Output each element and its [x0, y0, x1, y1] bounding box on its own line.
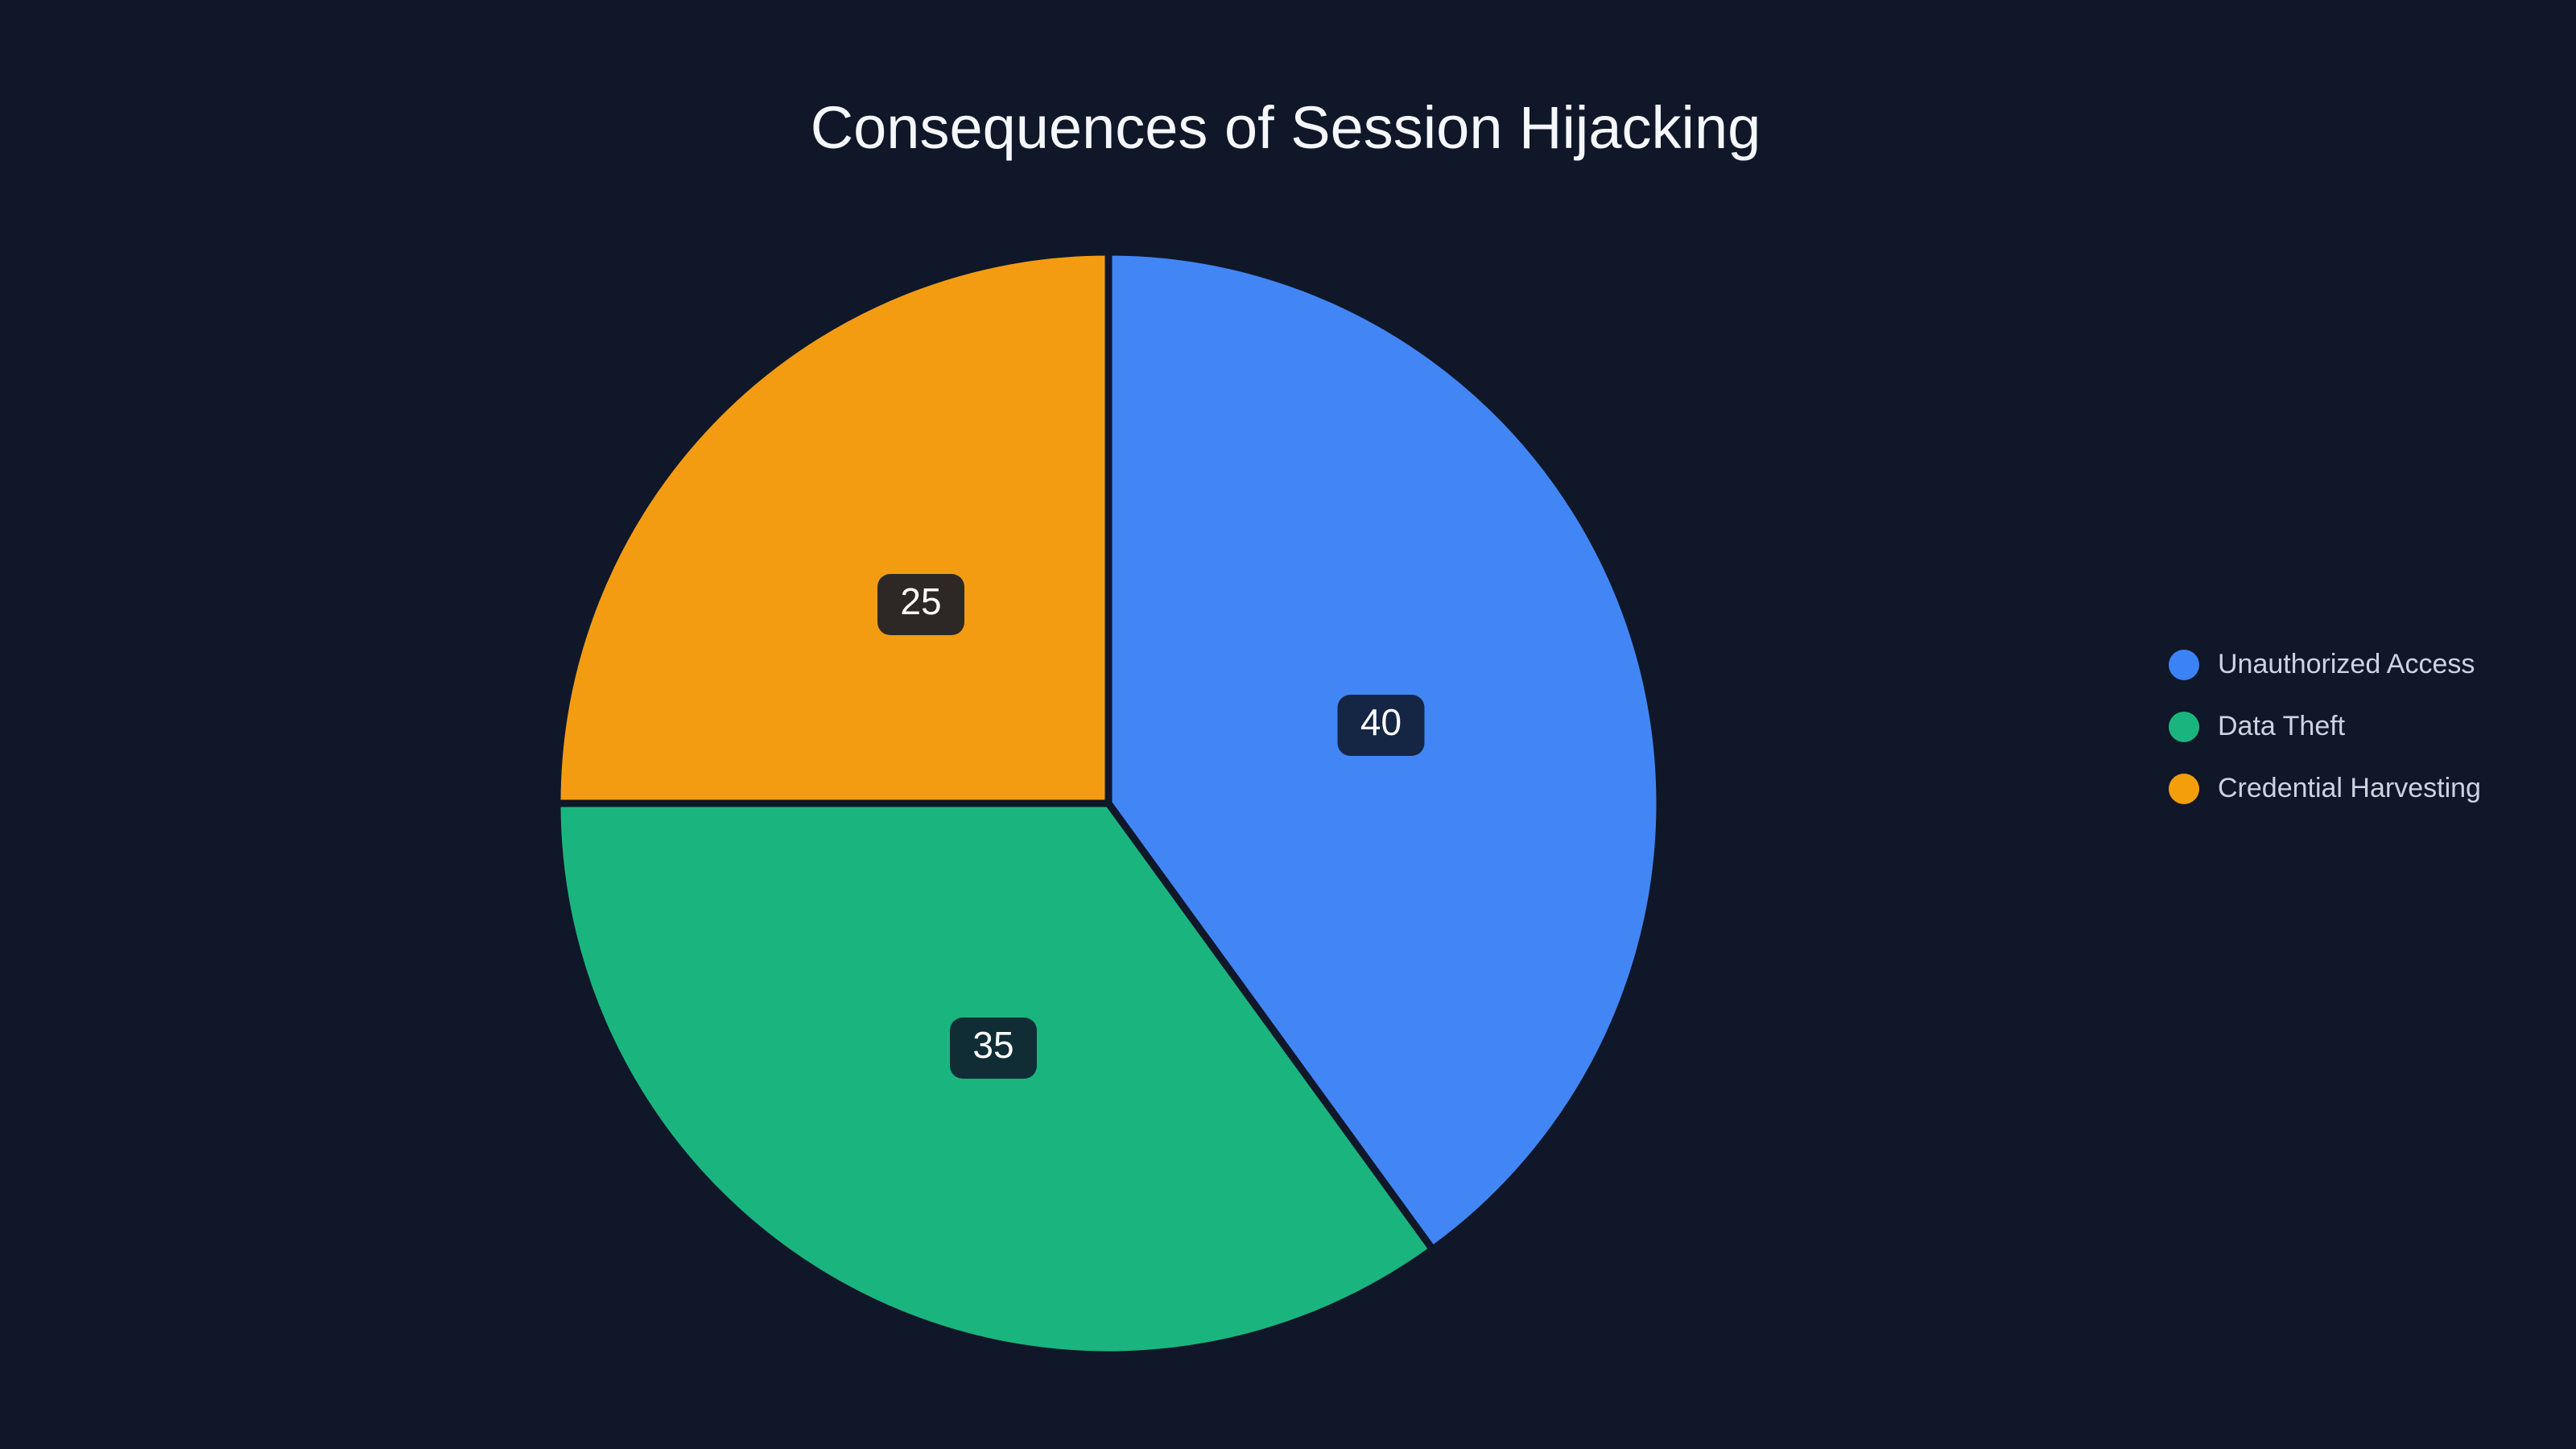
svg-text:40: 40 [1360, 701, 1402, 743]
svg-text:35: 35 [972, 1024, 1013, 1066]
svg-text:25: 25 [900, 580, 941, 622]
